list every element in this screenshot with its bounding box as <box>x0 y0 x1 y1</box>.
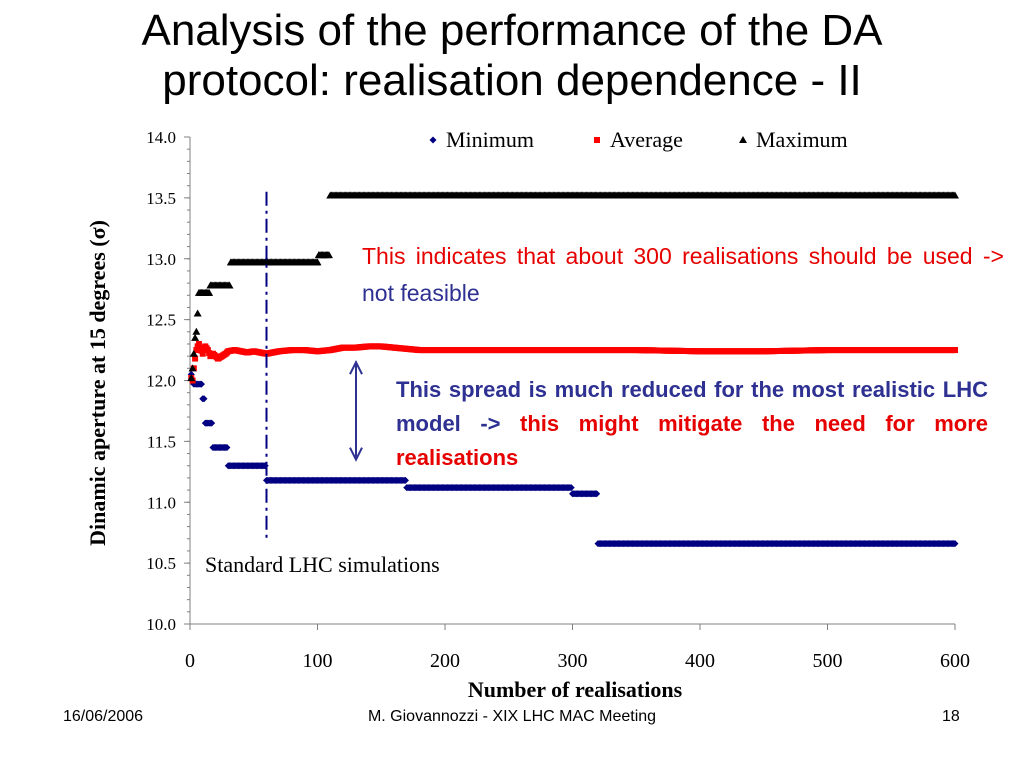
annotation-red-text: This indicates that about 300 realisatio… <box>362 243 1004 269</box>
legend-item-average: Average <box>594 127 683 152</box>
data-point <box>401 476 409 484</box>
data-point <box>951 191 959 199</box>
vline-label: Standard LHC simulations <box>205 552 440 577</box>
y-tick-label: 13.5 <box>146 189 176 208</box>
series-maximum <box>187 191 959 382</box>
data-point <box>191 333 200 341</box>
x-tick-label: 0 <box>185 650 195 672</box>
x-axis-label: Number of realisations <box>468 677 683 702</box>
data-point <box>187 374 196 382</box>
data-point <box>189 349 198 357</box>
y-tick-label: 14.0 <box>146 128 176 147</box>
footer-date: 16/06/2006 <box>63 708 144 725</box>
footer-page-number: 18 <box>942 708 960 725</box>
arrow-head-bottom <box>349 447 363 462</box>
legend-label: Minimum <box>446 127 534 152</box>
y-tick-label: 12.0 <box>146 372 176 391</box>
data-point <box>200 395 208 403</box>
data-point <box>324 251 333 259</box>
legend-item-minimum: Minimum <box>429 127 534 152</box>
x-tick-label: 400 <box>685 650 715 672</box>
y-tick-labels: 10.0 10.5 11.0 11.5 12.0 12.5 13.0 13.5 14.0 <box>146 128 176 634</box>
data-point <box>208 419 216 427</box>
data-point <box>192 327 201 335</box>
slide-title: Analysis of the performance of the DA pr… <box>20 6 1004 106</box>
data-point <box>193 309 202 317</box>
x-tick-label: 600 <box>940 650 970 672</box>
legend-item-maximum: Maximum <box>739 127 848 152</box>
x-tick-label: 100 <box>303 650 333 672</box>
data-point <box>197 380 205 388</box>
data-point <box>567 484 575 492</box>
y-axis-label: Dinamic aperture at 15 degrees (σ) <box>85 220 110 546</box>
data-point <box>197 344 204 351</box>
y-tick-label: 11.5 <box>147 432 176 451</box>
legend-marker <box>739 136 747 143</box>
y-tick-label: 10.5 <box>146 554 176 573</box>
x-tick-labels: 0 100 200 300 400 500 600 <box>185 650 970 672</box>
annotation-mitigate: this might mitigate the need for more re… <box>396 411 988 470</box>
data-point <box>205 288 214 296</box>
data-point <box>195 340 202 347</box>
data-point <box>593 490 601 498</box>
y-tick-label: 10.0 <box>146 615 176 634</box>
data-point <box>313 258 322 266</box>
arrow-head-top <box>349 360 363 375</box>
chart-legend: Minimum Average Maximum <box>429 127 848 152</box>
footer-center: M. Giovannozzi - XIX LHC MAC Meeting <box>367 708 657 725</box>
data-point <box>193 347 200 354</box>
y-tick-label: 11.0 <box>147 493 176 512</box>
legend-label: Maximum <box>756 127 848 152</box>
data-point <box>188 364 197 372</box>
legend-marker <box>594 137 600 143</box>
series-minimum <box>187 370 959 548</box>
title-line-1: Analysis of the performance of the DA <box>141 6 883 55</box>
series-average <box>188 340 958 384</box>
y-tick-label: 12.5 <box>146 311 176 330</box>
data-point <box>225 281 234 289</box>
data-point <box>204 347 211 354</box>
data-point <box>952 347 958 354</box>
x-tick-label: 200 <box>430 650 460 672</box>
legend-label: Average <box>610 127 683 152</box>
annotation-spread-reduced: This spread is much reduced for the most… <box>396 373 988 475</box>
title-line-2: protocol: realisation dependence - II <box>162 56 862 105</box>
legend-marker <box>429 136 437 144</box>
annotation-300-realisations: This indicates that about 300 realisatio… <box>362 238 1004 312</box>
x-tick-label: 300 <box>558 650 588 672</box>
x-tick-label: 500 <box>813 650 843 672</box>
spread-arrow <box>349 360 363 462</box>
data-point <box>199 350 206 357</box>
y-tick-label: 13.0 <box>146 250 176 269</box>
data-point <box>951 540 959 548</box>
annotation-not-feasible: not feasible <box>362 280 480 306</box>
data-point <box>223 443 231 451</box>
data-point <box>192 355 199 362</box>
annotation-blue-text: This spread is much reduced for the most… <box>396 377 988 436</box>
series-layer <box>187 191 959 548</box>
